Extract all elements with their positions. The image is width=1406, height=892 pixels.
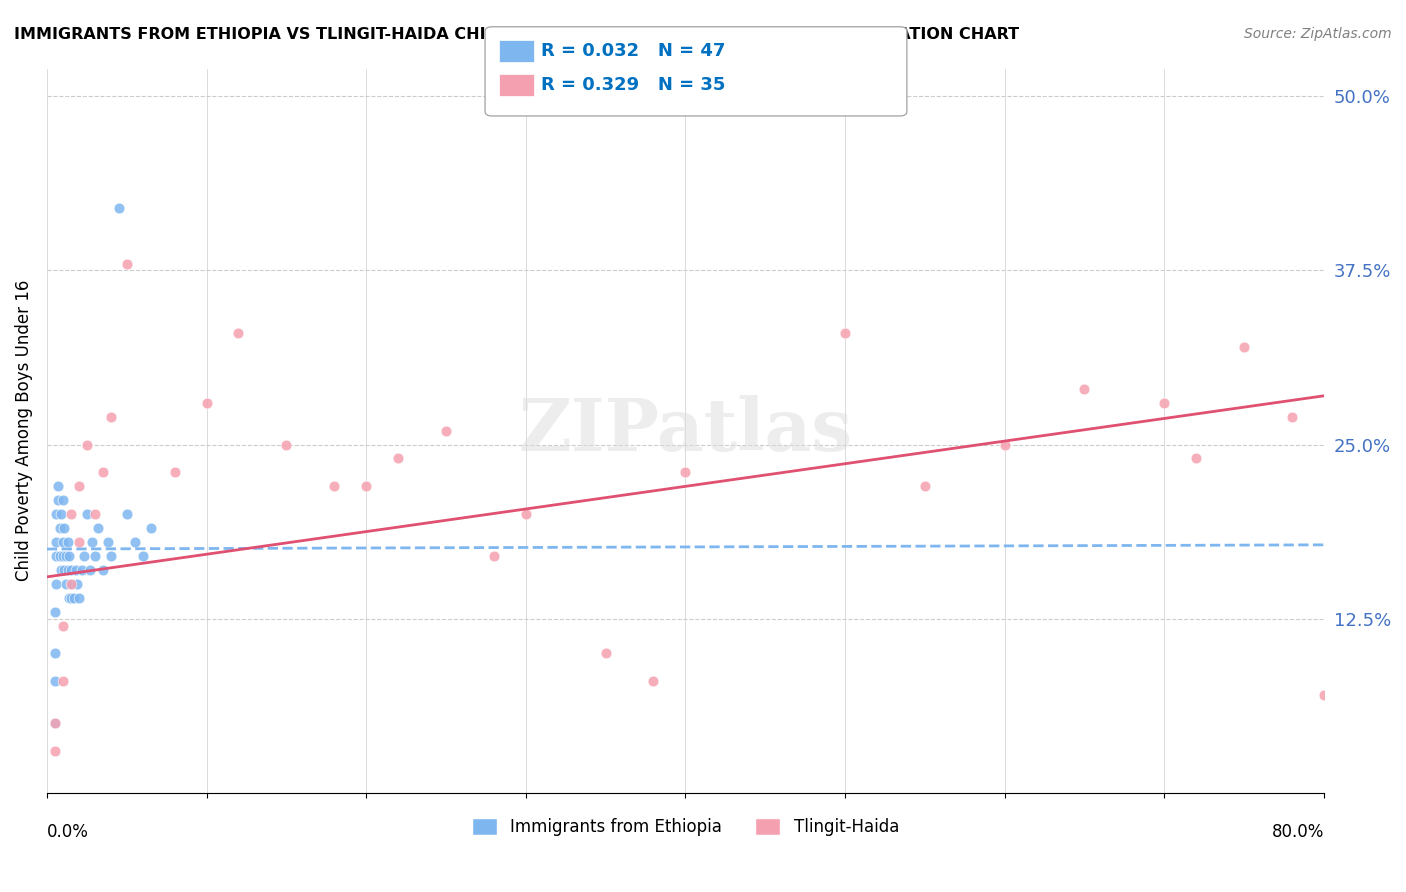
Point [673,466,696,480]
Point [91,466,114,480]
Point [354,479,377,493]
Point [115,256,138,270]
Point [58,591,80,605]
Point [83,549,105,563]
Point [595,647,617,661]
Point [67,535,90,549]
Point [163,466,186,480]
Point [76,507,98,521]
Point [45,577,67,591]
Point [228,326,250,340]
Point [48,521,70,535]
Text: ZIPatlas: ZIPatlas [519,395,852,467]
Point [72,549,94,563]
Point [51,563,73,577]
Point [515,507,537,521]
Point [139,521,162,535]
Point [994,437,1017,451]
Point [58,549,80,563]
Point [52,535,75,549]
Point [482,549,505,563]
Point [1185,451,1208,466]
Point [59,591,82,605]
Point [53,521,76,535]
Point [65,563,87,577]
Point [52,674,75,689]
Point [131,549,153,563]
Point [1313,688,1336,702]
Point [44,744,66,758]
Y-axis label: Child Poverty Among Boys Under 16: Child Poverty Among Boys Under 16 [15,280,32,582]
Point [45,507,67,521]
Point [53,563,76,577]
Point [70,563,93,577]
Text: 0.0%: 0.0% [46,823,89,841]
Point [44,716,66,731]
Point [52,618,75,632]
Point [56,535,79,549]
Text: R = 0.032   N = 47: R = 0.032 N = 47 [541,42,725,60]
Text: 80.0%: 80.0% [1271,823,1324,841]
Point [51,507,73,521]
Point [914,479,936,493]
Point [79,563,101,577]
Point [44,716,66,731]
Point [67,591,90,605]
Point [52,493,75,508]
Point [44,674,66,689]
Point [1153,396,1175,410]
Point [195,396,218,410]
Point [59,577,82,591]
Point [44,605,66,619]
Point [67,479,90,493]
Point [100,549,122,563]
Point [434,424,457,438]
Point [46,479,69,493]
Point [55,577,77,591]
Point [44,647,66,661]
Point [1281,409,1303,424]
Text: Source: ZipAtlas.com: Source: ZipAtlas.com [1244,27,1392,41]
Point [45,535,67,549]
Point [66,577,89,591]
Point [62,577,84,591]
Point [115,507,138,521]
Point [46,493,69,508]
Point [80,535,103,549]
Point [124,535,146,549]
Point [1073,382,1095,396]
Point [48,549,70,563]
Point [96,535,118,549]
Point [1233,340,1256,354]
Point [87,521,110,535]
Point [45,549,67,563]
Point [76,437,98,451]
Point [91,563,114,577]
Point [55,549,77,563]
Point [387,451,409,466]
Text: IMMIGRANTS FROM ETHIOPIA VS TLINGIT-HAIDA CHILD POVERTY AMONG BOYS UNDER 16 CORR: IMMIGRANTS FROM ETHIOPIA VS TLINGIT-HAID… [14,27,1019,42]
Point [834,326,856,340]
Point [59,563,82,577]
Point [100,409,122,424]
Point [276,437,298,451]
Point [63,591,86,605]
Point [56,563,79,577]
Legend: Immigrants from Ethiopia, Tlingit-Haida: Immigrants from Ethiopia, Tlingit-Haida [465,811,905,842]
Point [643,674,665,689]
Point [107,201,129,215]
Text: R = 0.329   N = 35: R = 0.329 N = 35 [541,76,725,94]
Point [83,507,105,521]
Point [323,479,346,493]
Point [52,549,75,563]
Point [59,507,82,521]
